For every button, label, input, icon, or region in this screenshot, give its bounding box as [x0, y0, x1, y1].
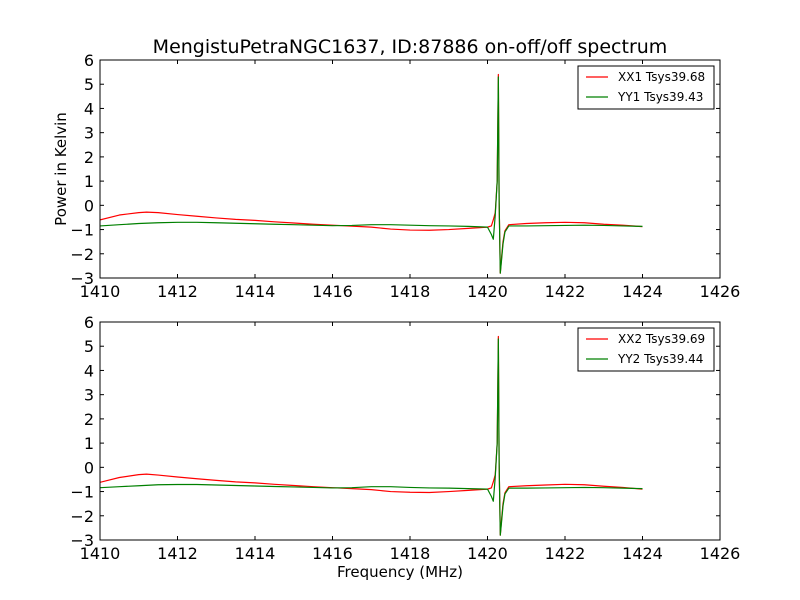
y-tick-label-2: 2 — [84, 410, 94, 429]
y-tick-label-2: 6 — [84, 313, 94, 332]
y-tick-label-1: 0 — [84, 196, 94, 215]
plots-group: 1410 1412 1414 1416 1418 1420 1422 1424 1426−3−2… — [52, 51, 740, 581]
series-line-1-2 — [100, 76, 643, 274]
x-tick-label-2: 1426 — [700, 544, 741, 563]
y-tick-label-1: 6 — [84, 51, 94, 70]
x-tick-label-1: 1424 — [622, 282, 663, 301]
x-tick-label-1: 1410 — [80, 282, 121, 301]
x-tick-label-2: 1416 — [312, 544, 353, 563]
y-tick-label-2: 3 — [84, 386, 94, 405]
x-tick-label-2: 1422 — [545, 544, 586, 563]
legend-box-1 — [577, 65, 715, 110]
y-tick-label-1: 3 — [84, 124, 94, 143]
y-tick-label-2: −2 — [70, 507, 94, 526]
y-tick-label-1: 5 — [84, 75, 94, 94]
x-tick-label-1: 1426 — [700, 282, 741, 301]
legend-label-2-2: YY2 Tsys39.44 — [617, 352, 703, 366]
y-tick-label-1: −1 — [70, 221, 94, 240]
y-tick-label-1: 1 — [84, 172, 94, 191]
plot-2: 1410 1412 1414 1416 1418 1420 1422 1424 1426−3−2… — [70, 313, 740, 581]
series-line-2-1 — [100, 335, 643, 536]
series-line-1-1 — [100, 73, 643, 274]
x-tick-label-2: 1420 — [467, 544, 508, 563]
x-tick-label-1: 1412 — [157, 282, 198, 301]
x-tick-label-2: 1410 — [80, 544, 121, 563]
legend-2: XX2 Tsys39.69 YY2 Tsys39.44 — [577, 327, 715, 372]
figure-title: MengistuPetraNGC1637, ID:87886 on-off/of… — [153, 36, 668, 58]
y-tick-label-2: 5 — [84, 337, 94, 356]
x-tick-label-1: 1414 — [235, 282, 276, 301]
x-tick-label-2: 1424 — [622, 544, 663, 563]
legend-label-2-1: XX2 Tsys39.69 — [618, 332, 705, 346]
series-line-2-2 — [100, 338, 643, 536]
y-tick-label-2: 4 — [84, 361, 94, 380]
y-tick-label-2: 0 — [84, 458, 94, 477]
legend-label-1-2: YY1 Tsys39.43 — [617, 90, 703, 104]
x-tick-label-2: 1418 — [390, 544, 431, 563]
x-tick-label-1: 1420 — [467, 282, 508, 301]
x-tick-label-1: 1418 — [390, 282, 431, 301]
y-tick-label-2: 1 — [84, 434, 94, 453]
x-tick-label-2: 1412 — [157, 544, 198, 563]
x-axis-label-2: Frequency (MHz) — [337, 563, 463, 581]
legend-box-2 — [577, 327, 715, 372]
y-tick-label-1: −3 — [70, 269, 94, 288]
y-tick-label-1: −2 — [70, 245, 94, 264]
plot-1: 1410 1412 1414 1416 1418 1420 1422 1424 1426−3−2… — [52, 51, 740, 301]
x-tick-label-1: 1422 — [545, 282, 586, 301]
y-tick-label-2: −1 — [70, 483, 94, 502]
legend-1: XX1 Tsys39.68 YY1 Tsys39.43 — [577, 65, 715, 110]
y-tick-label-1: 2 — [84, 148, 94, 167]
x-tick-label-1: 1416 — [312, 282, 353, 301]
y-tick-label-1: 4 — [84, 99, 94, 118]
x-tick-label-2: 1414 — [235, 544, 276, 563]
legend-label-1-1: XX1 Tsys39.68 — [618, 70, 705, 84]
y-tick-label-2: −3 — [70, 531, 94, 550]
y-axis-label-1: Power in Kelvin — [52, 112, 70, 226]
